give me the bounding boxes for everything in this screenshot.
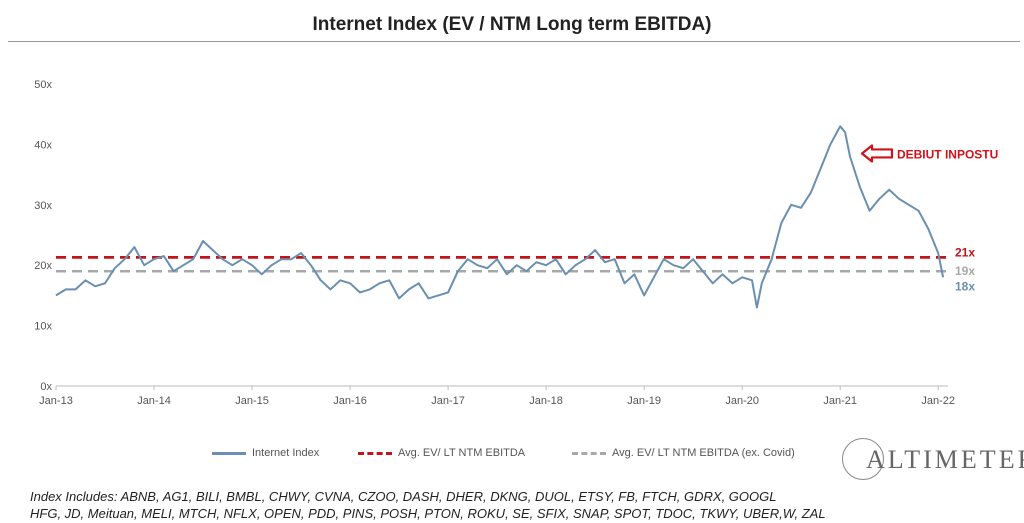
annotation: DEBIUT INPOSTU [860,144,998,163]
x-tick-label: Jan-18 [529,395,563,407]
x-tick-label: Jan-17 [431,395,465,407]
avg-end-label: 21x [955,245,975,259]
legend-swatch-avg-ex-covid [572,451,606,455]
internet-index-line [55,125,945,309]
y-tick-label: 40x [34,139,52,151]
y-tick-label: 10x [34,321,52,333]
x-tick-label: Jan-15 [235,395,269,407]
x-tick-label: Jan-22 [921,395,955,407]
annotation-label: DEBIUT INPOSTU [897,147,998,161]
series-lines [55,125,945,309]
x-tick-label: Jan-16 [333,395,367,407]
footnote-line-1: Index Includes: ABNB, AG1, BILI, BMBL, C… [30,489,777,504]
x-tick-label: Jan-13 [39,395,73,407]
footnote-line-2: HFG, JD, Meituan, MELI, MTCH, NFLX, OPEN… [30,506,826,521]
avg-ex-covid-end-label: 19x [955,264,975,278]
legend-label-internet-index: Internet Index [252,447,320,459]
x-tick-label: Jan-20 [725,395,759,407]
legend-swatch-avg [358,451,392,455]
legend-item-internet-index: Internet Index [212,444,319,462]
chart-title: Internet Index (EV / NTM Long term EBITD… [312,14,712,35]
logo-text: ALTIMETER [866,445,1024,474]
x-tick-label: Jan-14 [137,395,171,407]
x-tick-label: Jan-19 [627,395,661,407]
y-tick-label: 0x [40,381,52,393]
index-constituents-footnote: Index Includes: ABNB, AG1, BILI, BMBL, C… [30,488,990,522]
title-divider [8,41,1020,42]
legend-swatch-internet-index [212,451,246,455]
reference-lines [56,255,948,273]
y-axis-ticks: 0x 10x 20x 30x 40x 50x [34,79,52,393]
x-tick-label: Jan-21 [823,395,857,407]
legend-item-avg-ex-covid: Avg. EV/ LT NTM EBITDA (ex. Covid) [572,444,795,462]
x-axis: Jan-13 Jan-14 Jan-15 Jan-16 Jan-17 Jan-18 Jan-… [39,385,955,407]
y-tick-label: 20x [34,260,52,272]
annotation-arrow-icon [860,144,894,163]
legend-item-avg: Avg. EV/ LT NTM EBITDA [358,444,525,462]
logo-ring [842,438,884,480]
y-tick-label: 30x [34,200,52,212]
legend-label-avg: Avg. EV/ LT NTM EBITDA [398,447,526,459]
altimeter-logo: ALTIMETER [842,438,1024,482]
legend-label-avg-ex-covid: Avg. EV/ LT NTM EBITDA (ex. Covid) [612,447,795,459]
last-value-label: 18x [955,279,975,293]
y-tick-label: 50x [34,79,52,91]
